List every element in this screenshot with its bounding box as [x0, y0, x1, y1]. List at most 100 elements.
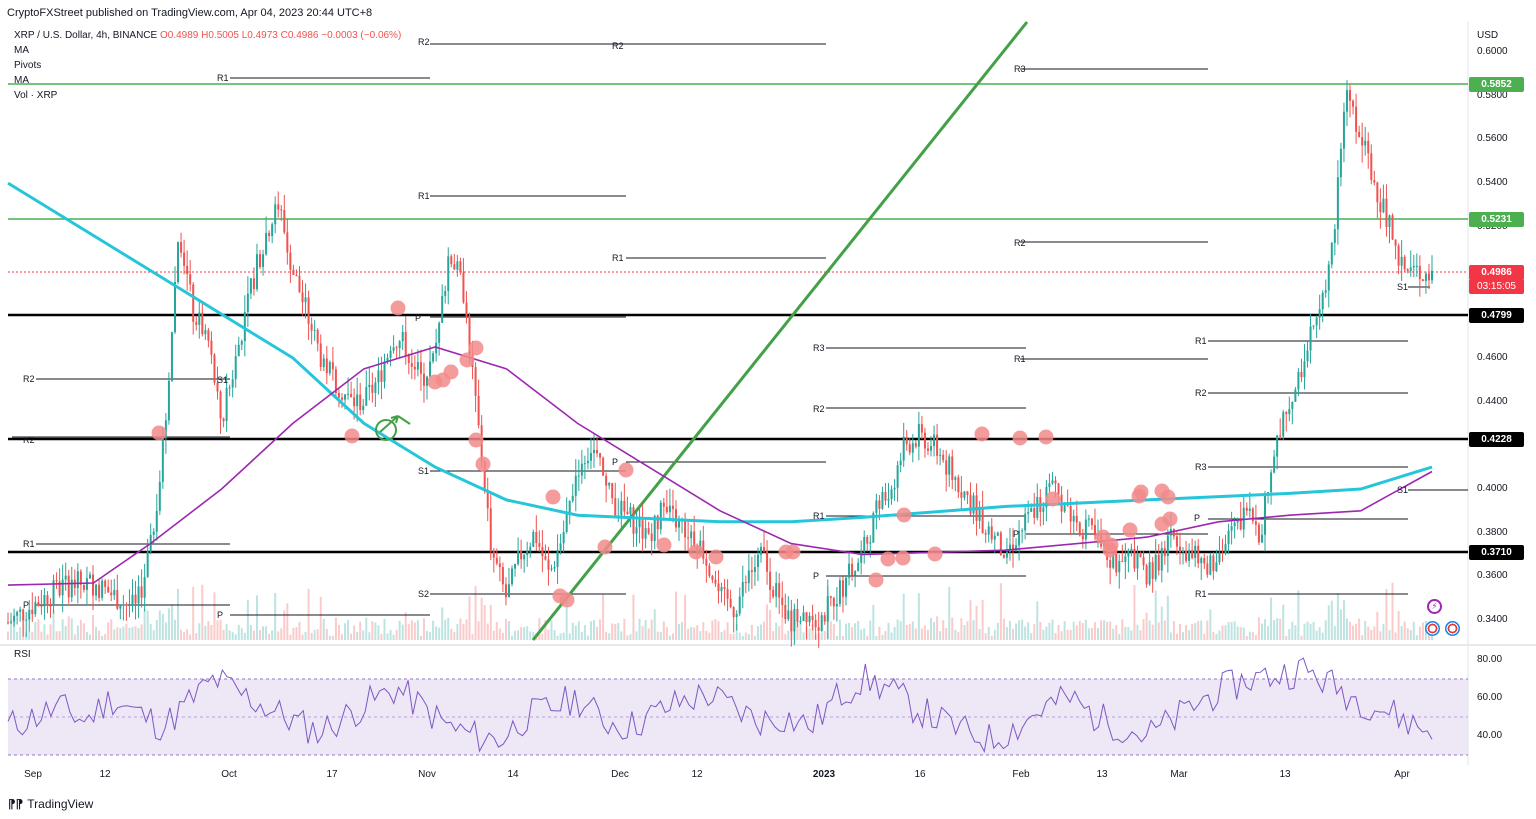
candle-body	[70, 579, 73, 598]
volume-bar	[1127, 626, 1130, 640]
volume-bar	[653, 609, 656, 640]
volume-bar	[1358, 618, 1361, 640]
candle-body	[301, 292, 304, 303]
candle-body	[1300, 371, 1303, 378]
volume-bar	[1267, 626, 1270, 640]
candle-body	[1336, 177, 1339, 230]
volume-bar	[647, 628, 650, 640]
pivot-label: P	[813, 571, 820, 581]
volume-bar	[747, 634, 750, 640]
us-flag-icon[interactable]	[1445, 621, 1460, 636]
rsi-band	[8, 679, 1468, 755]
volume-bar	[565, 591, 568, 640]
volume-bar	[753, 635, 756, 640]
candle-body	[769, 571, 772, 590]
volume-bar	[1078, 620, 1081, 640]
candle-body	[793, 608, 796, 632]
candle-body	[419, 362, 422, 374]
volume-bar	[896, 619, 899, 640]
symbol-legend[interactable]: XRP / U.S. Dollar, 4h, BINANCE O0.4989 H…	[14, 30, 401, 41]
candle-body	[665, 506, 668, 513]
volume-bar	[34, 622, 37, 640]
volume-bar	[298, 621, 301, 640]
volume-bar	[374, 622, 377, 640]
volume-bar	[353, 625, 356, 640]
candle-body	[978, 508, 981, 521]
volume-bar	[483, 604, 486, 640]
volume-bar	[866, 635, 869, 640]
candle-body	[1118, 561, 1121, 573]
indicator-rsi[interactable]: RSI	[14, 649, 31, 660]
candle-body	[116, 590, 119, 609]
indicator-volume[interactable]: Vol · XRP	[14, 90, 58, 101]
candle-body	[292, 269, 295, 276]
candle-body	[814, 619, 817, 628]
candle-body	[88, 574, 91, 579]
candle-body	[1130, 548, 1133, 551]
candle-body	[1391, 215, 1394, 240]
touch-point-marker	[1122, 522, 1138, 538]
touch-point-marker	[597, 539, 613, 555]
volume-bar	[134, 626, 137, 640]
volume-bar	[371, 621, 374, 640]
candle-body	[1227, 530, 1230, 545]
candle-body	[896, 465, 899, 488]
candle-body	[596, 450, 599, 454]
volume-bar	[1090, 627, 1093, 640]
volume-bar	[313, 629, 316, 640]
volume-bar	[848, 622, 851, 640]
candle-body	[766, 551, 769, 572]
candle-body	[714, 579, 717, 584]
volume-bar	[1282, 604, 1285, 640]
candle-body	[1330, 242, 1333, 265]
volume-bar	[1100, 620, 1103, 640]
volume-bar	[328, 635, 331, 640]
candle-body	[532, 532, 535, 547]
pivot-label: S1	[418, 466, 430, 476]
candle-body	[981, 508, 984, 534]
candle-body	[1382, 198, 1385, 213]
us-flag-icon[interactable]	[1425, 621, 1440, 636]
volume-bar	[79, 619, 82, 640]
price-pane[interactable]	[8, 22, 1468, 642]
volume-bar	[1224, 625, 1227, 640]
touch-point-marker	[1133, 484, 1149, 500]
volume-bar	[538, 618, 541, 640]
volume-bar	[617, 623, 620, 640]
uptrend-line[interactable]	[531, 21, 1029, 641]
volume-bar	[101, 635, 104, 640]
volume-bar	[85, 631, 88, 640]
candle-body	[1182, 550, 1185, 553]
volume-bar	[259, 630, 262, 640]
volume-bar	[73, 634, 76, 640]
candle-body	[878, 500, 881, 509]
candle-body	[920, 424, 923, 433]
indicator-ma-2[interactable]: MA	[14, 75, 29, 86]
candle-body	[1139, 552, 1142, 558]
volume-bar	[1054, 633, 1057, 640]
candle-body	[1282, 412, 1285, 437]
touch-point-markers	[151, 300, 1178, 608]
time-tick-label: Feb	[1012, 769, 1030, 780]
candle-body	[207, 330, 210, 341]
candle-body	[1233, 522, 1236, 527]
indicator-pivots[interactable]: Pivots	[14, 60, 42, 71]
volume-bar	[1297, 590, 1300, 640]
candle-body	[1385, 198, 1388, 227]
tradingview-brand[interactable]: ⁋⁋ TradingView	[8, 797, 93, 811]
volume-bar	[125, 624, 128, 640]
volume-bar	[571, 622, 574, 640]
volume-bar	[441, 607, 444, 640]
touch-point-marker	[868, 572, 884, 588]
volume-bar	[741, 635, 744, 640]
lightning-icon[interactable]: ⚡	[1427, 599, 1442, 614]
volume-bar	[1327, 605, 1330, 640]
indicator-ma-1[interactable]: MA	[14, 45, 29, 56]
volume-bar	[271, 630, 274, 640]
candle-body	[371, 384, 374, 393]
volume-bar	[996, 622, 999, 640]
volume-bar	[131, 627, 134, 640]
candle-body	[1418, 265, 1421, 280]
volume-bar	[1182, 632, 1185, 640]
